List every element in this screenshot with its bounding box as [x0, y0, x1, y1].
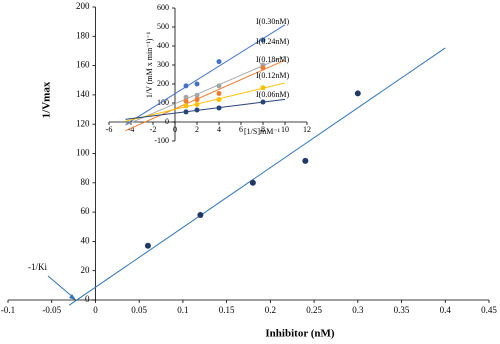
- point: [183, 83, 189, 89]
- point: [194, 102, 200, 108]
- x-axis-title: Inhibitor (nM): [265, 328, 335, 340]
- x-tick-label: -0.05: [42, 305, 61, 315]
- x-tick-label: 10: [281, 125, 289, 134]
- point: [216, 83, 222, 89]
- y-tick-label: 80: [80, 177, 90, 187]
- annotation: -1/Ki: [28, 262, 47, 272]
- point: [144, 242, 151, 249]
- point: [194, 81, 200, 87]
- trendline: [125, 24, 286, 126]
- point: [260, 37, 266, 43]
- series-label: I(0.30nM): [256, 17, 289, 26]
- y-tick-label: 120: [76, 118, 90, 128]
- x-tick-label: -4: [128, 125, 135, 134]
- y-tick-label: 100: [157, 98, 169, 107]
- point: [260, 65, 266, 71]
- point: [183, 103, 189, 109]
- y-tick-label: 180: [76, 30, 90, 40]
- point: [197, 212, 204, 219]
- x-tick-label: 0.25: [306, 305, 322, 315]
- annotation-arrow: [47, 275, 75, 299]
- x-tick-label: 12: [303, 125, 311, 134]
- x-tick-label: 0.15: [219, 305, 235, 315]
- point: [216, 105, 222, 111]
- point: [216, 97, 222, 103]
- point: [249, 179, 256, 186]
- y-tick-label: 160: [76, 60, 90, 70]
- x-tick-label: -0.1: [1, 305, 15, 315]
- point: [183, 94, 189, 100]
- point: [183, 98, 189, 104]
- trendline: [125, 59, 286, 132]
- x-tick-label: 0.4: [440, 305, 452, 315]
- x-tick-label: -2: [150, 125, 157, 134]
- x-tick-label: 0.05: [131, 305, 147, 315]
- x-tick-label: 0.1: [177, 305, 188, 315]
- x-tick-label: 0.2: [265, 305, 276, 315]
- x-tick-label: 2: [195, 125, 199, 134]
- x-tick-label: 4: [217, 125, 221, 134]
- point: [194, 92, 200, 98]
- y-tick-label: 500: [157, 22, 169, 31]
- inset-x-title: [1/S]mM⁻¹: [244, 127, 281, 136]
- series-label: I(0.12nM): [256, 71, 289, 80]
- y-tick-label: 0: [165, 117, 169, 126]
- y-tick-label: 200: [157, 79, 169, 88]
- point: [354, 90, 361, 97]
- point: [260, 85, 266, 91]
- point: [302, 157, 309, 164]
- x-tick-label: -6: [106, 125, 113, 134]
- series-label: I(0.24nM): [256, 37, 289, 46]
- point: [194, 107, 200, 113]
- point: [216, 59, 222, 65]
- arrow-head: [69, 294, 76, 300]
- point: [194, 97, 200, 103]
- y-tick-label: 400: [157, 41, 169, 50]
- y-tick-label: 300: [157, 60, 169, 69]
- y-tick-label: 140: [76, 89, 90, 99]
- y-tick-label: -100: [154, 136, 169, 145]
- trendline: [125, 98, 286, 120]
- series-label: I(0.06nM): [256, 90, 289, 99]
- x-tick-label: 6: [239, 125, 243, 134]
- x-tick-label: 0: [93, 305, 98, 315]
- x-tick-label: 0.45: [481, 305, 497, 315]
- x-tick-label: 8: [261, 125, 265, 134]
- x-tick-label: 0.35: [394, 305, 410, 315]
- trendline: [125, 55, 286, 126]
- trendline: [68, 47, 446, 306]
- y-tick-label: 200: [76, 1, 90, 11]
- y-tick-label: 60: [80, 206, 90, 216]
- point: [183, 109, 189, 115]
- trendline: [125, 82, 286, 122]
- x-tick-label: 0: [173, 125, 177, 134]
- series-label: I(0.18nM): [256, 55, 289, 64]
- y-tick-label: 0: [85, 294, 90, 304]
- inset-y-title: 1/V (mM x min⁻¹)⁻¹: [145, 31, 154, 98]
- y-axis-title: 1/Vmax: [41, 81, 53, 118]
- point: [260, 99, 266, 105]
- y-tick-label: 40: [80, 235, 90, 245]
- y-tick-label: 20: [80, 265, 90, 275]
- y-tick-label: 100: [76, 148, 90, 158]
- y-tick-label: 600: [157, 3, 169, 12]
- x-tick-label: 0.3: [352, 305, 364, 315]
- point: [216, 91, 222, 96]
